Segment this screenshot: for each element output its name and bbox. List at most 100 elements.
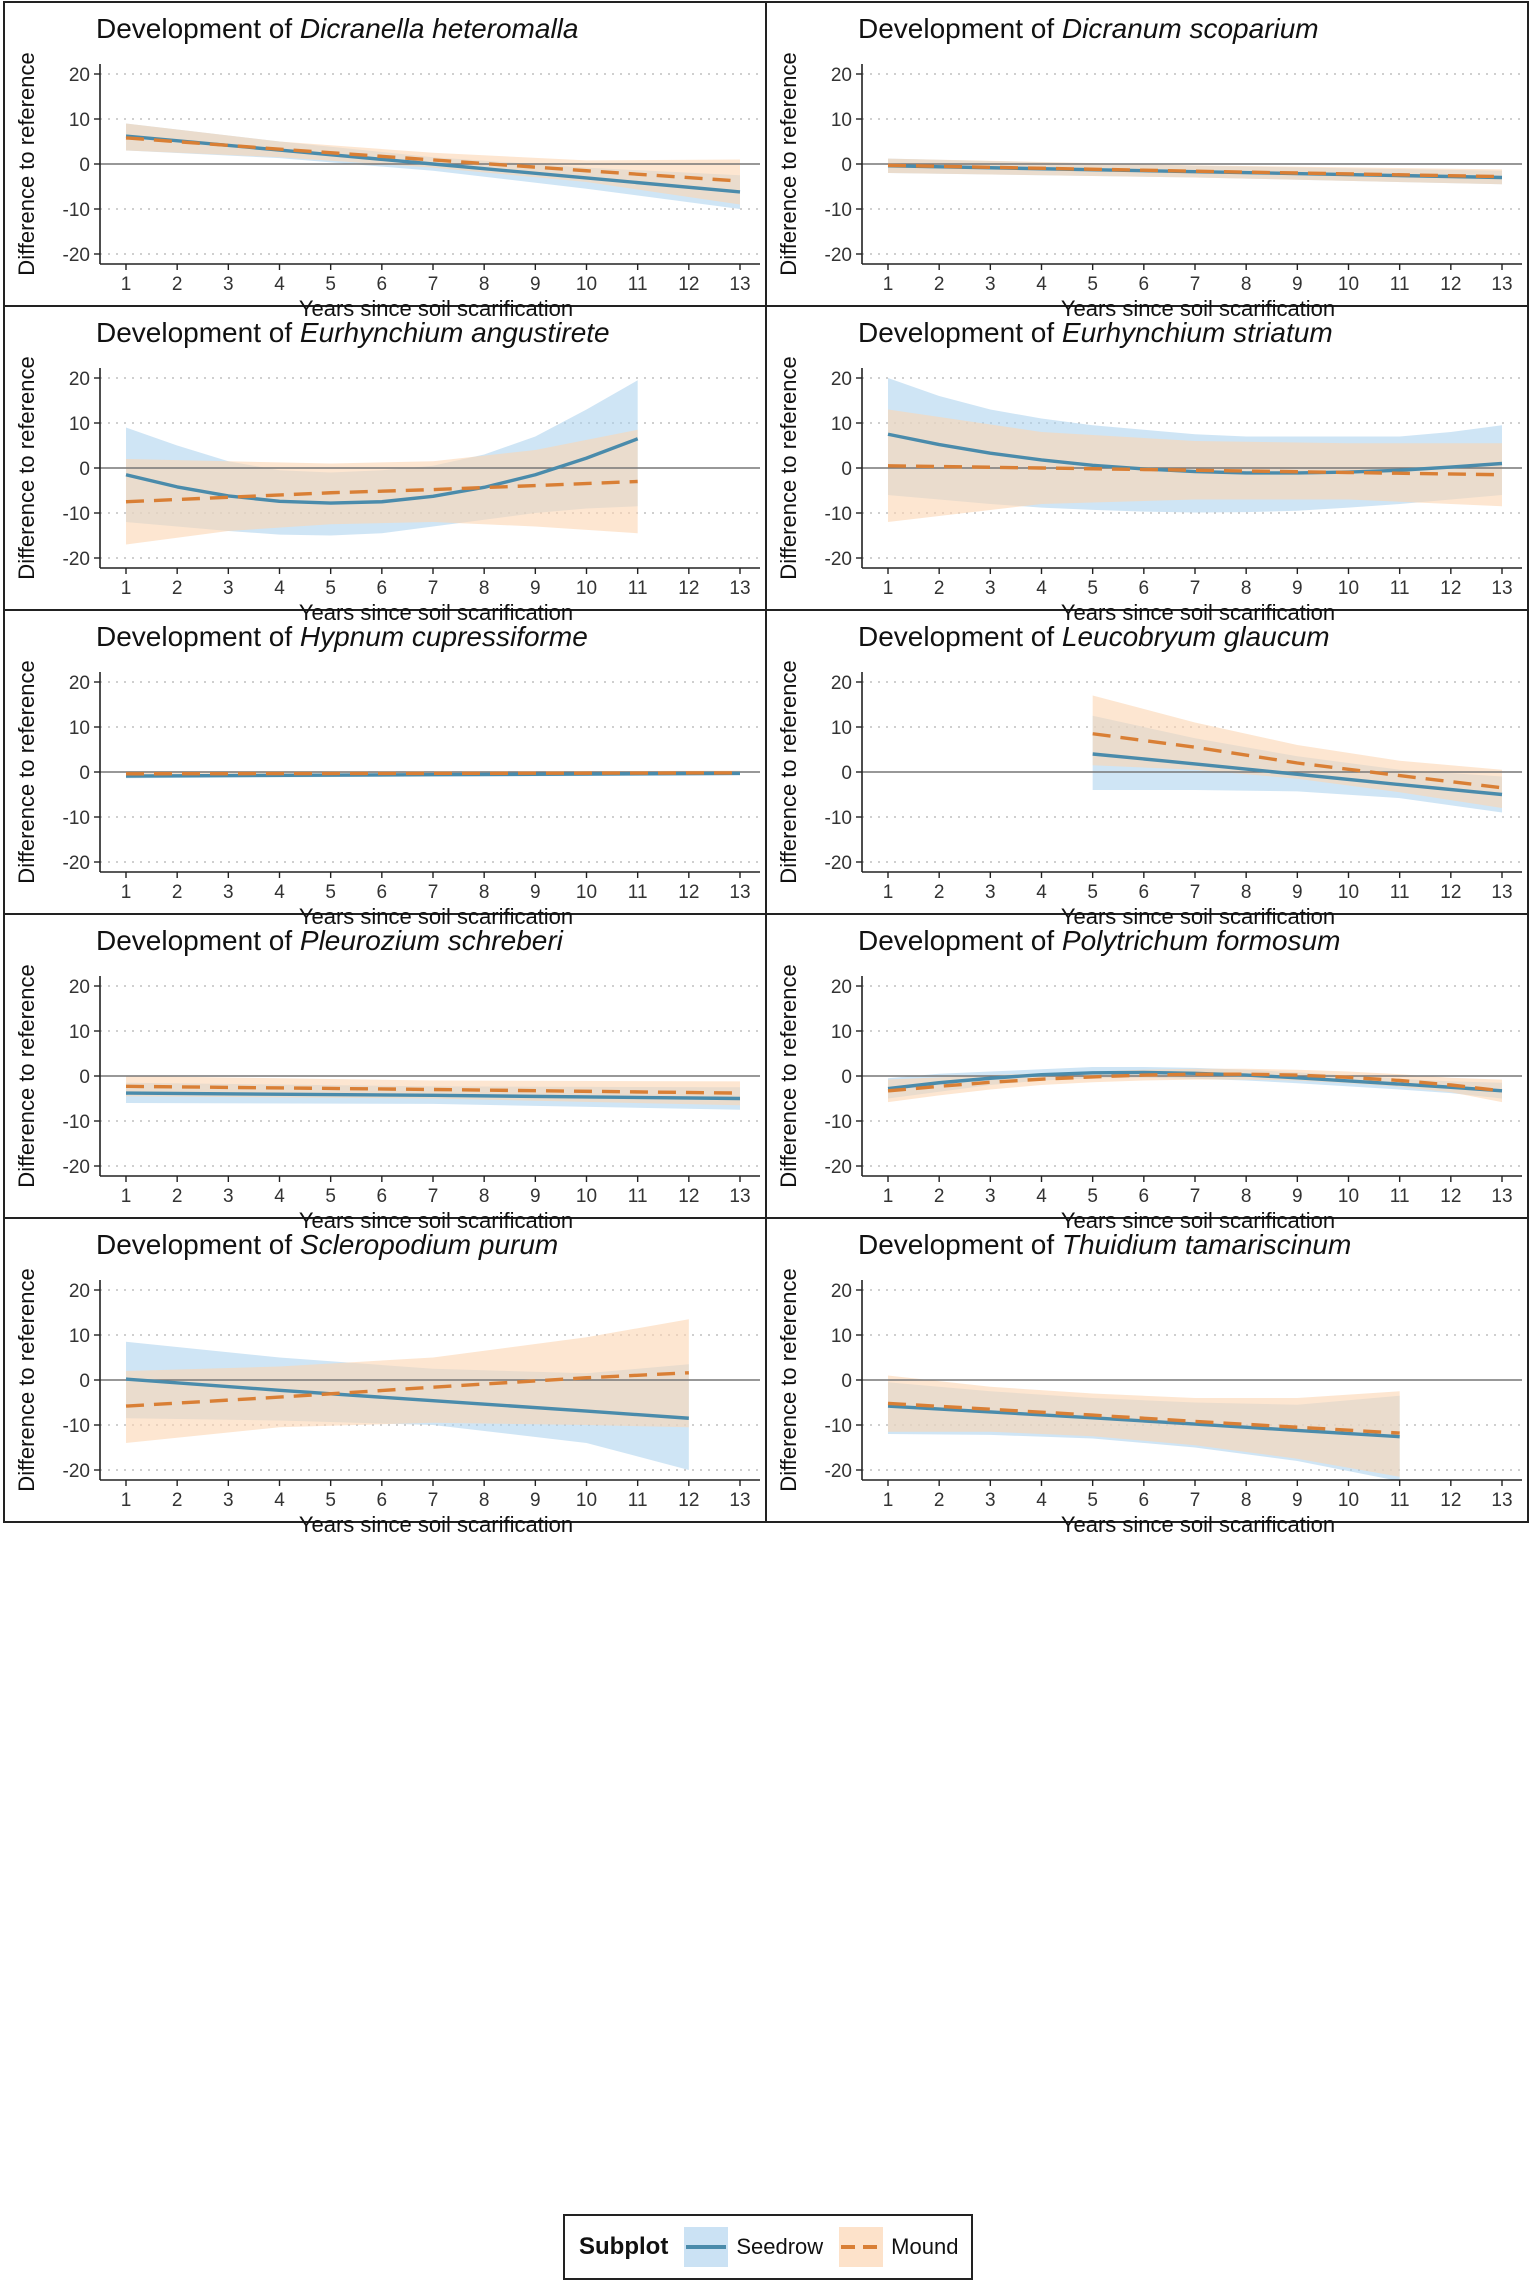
panel-title-species: Eurhynchium striatum: [1062, 317, 1333, 348]
series-line-seedrow: [125, 437, 639, 505]
y-tick-label: 0: [79, 155, 90, 176]
y-tick-label: -20: [63, 1461, 90, 1482]
panel-title: Development of Dicranella heteromalla: [96, 13, 578, 44]
x-axis-title: Years since soil scarification: [1061, 600, 1335, 625]
y-tick-label: 20: [69, 673, 90, 694]
x-tick-label: 3: [223, 882, 234, 903]
legend-key-seedrow: [684, 2227, 729, 2267]
x-tick-label: 3: [985, 1186, 996, 1207]
x-tick-label: 3: [223, 1186, 234, 1207]
y-tick-label: -20: [825, 245, 852, 266]
x-axis-title: Years since soil scarification: [1061, 904, 1335, 929]
x-tick-label: 4: [274, 274, 285, 295]
x-tick-label: 10: [1338, 882, 1359, 903]
x-tick-label: 4: [274, 1186, 285, 1207]
y-tick-label: 20: [831, 1281, 852, 1302]
y-axis-title: Difference to reference: [776, 660, 801, 883]
x-axis-title: Years since soil scarification: [299, 1208, 573, 1233]
x-tick-label: 2: [172, 1186, 183, 1207]
x-tick-label: 8: [479, 1186, 490, 1207]
x-tick-label: 13: [1491, 578, 1512, 599]
x-tick-label: 5: [325, 274, 336, 295]
series-line-seedrow: [125, 1377, 689, 1420]
y-tick-label: -10: [63, 504, 90, 525]
panel-dicranella-heteromalla: Development of Dicranella heteromalla -20…: [14, 13, 760, 321]
x-tick-label: 7: [1190, 1490, 1201, 1511]
y-tick-label: 0: [841, 1371, 852, 1392]
y-tick-label: -10: [825, 1112, 852, 1133]
x-tick-label: 5: [325, 1186, 336, 1207]
panel-title-prefix: Development of: [858, 13, 1062, 44]
panel-title-prefix: Development of: [858, 317, 1062, 348]
series-line-mound: [125, 1084, 741, 1095]
x-tick-label: 6: [377, 274, 388, 295]
y-axis-title: Difference to reference: [14, 660, 39, 883]
y-tick-label: 20: [831, 65, 852, 86]
x-tick-label: 10: [1338, 1186, 1359, 1207]
x-tick-label: 6: [1139, 578, 1150, 599]
series-line-seedrow: [125, 134, 741, 194]
panel-pleurozium-schreberi: Development of Pleurozium schreberi -20 -1…: [14, 925, 760, 1233]
panel-title-prefix: Development of: [96, 925, 300, 956]
y-tick-label: 10: [831, 718, 852, 739]
y-tick-label: -20: [825, 1157, 852, 1178]
x-tick-label: 11: [1390, 274, 1410, 295]
x-tick-label: 8: [1241, 578, 1252, 599]
panel-dicranum-scoparium: Development of Dicranum scoparium -20 -10 0…: [776, 13, 1522, 321]
x-tick-label: 4: [1036, 1490, 1047, 1511]
panel-title-prefix: Development of: [96, 317, 300, 348]
y-tick-label: 20: [69, 65, 90, 86]
x-tick-label: 6: [377, 578, 388, 599]
x-tick-label: 13: [1491, 1490, 1512, 1511]
x-tick-label: 9: [1292, 1186, 1303, 1207]
y-tick-label: 20: [831, 673, 852, 694]
x-axis-title: Years since soil scarification: [1061, 1512, 1335, 1537]
panel-title-prefix: Development of: [858, 925, 1062, 956]
x-axis-title: Years since soil scarification: [1061, 296, 1335, 321]
series-line-mound: [887, 1401, 1400, 1435]
y-tick-label: -20: [63, 245, 90, 266]
panel-title-species: Dicranum scoparium: [1062, 13, 1319, 44]
x-tick-label: 5: [1087, 274, 1098, 295]
y-tick-label: 10: [69, 1022, 90, 1043]
y-tick-label: -20: [63, 549, 90, 570]
x-tick-label: 12: [1440, 578, 1461, 599]
x-tick-label: 10: [576, 1490, 597, 1511]
x-tick-label: 3: [985, 274, 996, 295]
panel-title: Development of Pleurozium schreberi: [96, 925, 564, 956]
x-tick-label: 2: [934, 1490, 945, 1511]
x-tick-label: 13: [729, 1186, 750, 1207]
x-tick-label: 11: [1390, 1186, 1410, 1207]
x-tick-label: 13: [729, 274, 750, 295]
x-tick-label: 3: [985, 882, 996, 903]
x-tick-label: 12: [678, 274, 699, 295]
confidence-band-mound: [126, 429, 638, 545]
x-tick-label: 13: [1491, 882, 1512, 903]
x-tick-label: 9: [1292, 578, 1303, 599]
x-tick-label: 13: [1491, 274, 1512, 295]
panel-title: Development of Hypnum cupressiforme: [96, 621, 588, 652]
x-tick-label: 9: [1292, 882, 1303, 903]
panel-title-prefix: Development of: [858, 1229, 1062, 1260]
x-tick-label: 12: [1440, 274, 1461, 295]
x-tick-label: 8: [1241, 1186, 1252, 1207]
x-tick-label: 12: [678, 578, 699, 599]
x-tick-label: 8: [479, 882, 490, 903]
confidence-band-mound: [888, 1375, 1400, 1477]
series-line-seedrow: [1092, 752, 1503, 797]
y-tick-label: -10: [825, 808, 852, 829]
panel-title-prefix: Development of: [96, 1229, 300, 1260]
x-tick-label: 7: [428, 1186, 439, 1207]
x-tick-label: 7: [428, 578, 439, 599]
y-axis-title: Difference to reference: [14, 52, 39, 275]
x-tick-label: 2: [934, 274, 945, 295]
x-tick-label: 7: [428, 274, 439, 295]
series-line-seedrow: [125, 1091, 741, 1101]
panel-hypnum-cupressiforme: Development of Hypnum cupressiforme -20 -1…: [14, 621, 760, 929]
x-tick-label: 8: [1241, 1490, 1252, 1511]
x-tick-label: 11: [1390, 882, 1410, 903]
series-line-mound: [887, 1072, 1503, 1093]
x-tick-label: 4: [1036, 882, 1047, 903]
x-tick-label: 12: [1440, 1186, 1461, 1207]
x-axis-title: Years since soil scarification: [299, 1512, 573, 1537]
